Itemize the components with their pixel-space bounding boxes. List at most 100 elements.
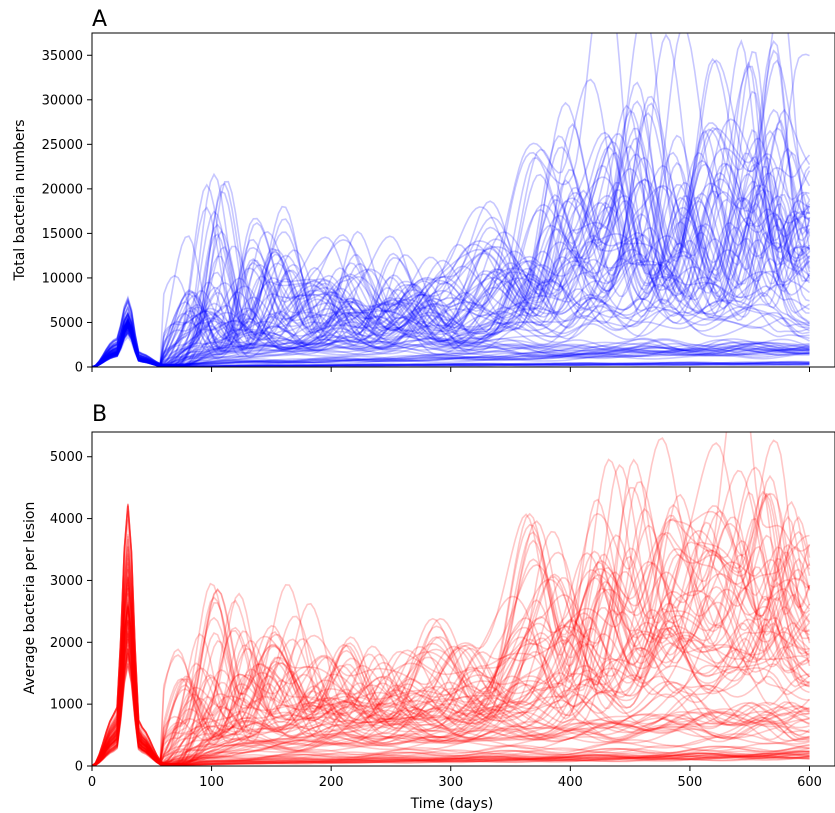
series-line	[92, 305, 810, 367]
series-line	[92, 317, 810, 367]
panel-a-y-axis-label: Total bacteria numbers	[12, 119, 28, 281]
x-tick-label: 500	[678, 775, 703, 790]
series-line	[92, 635, 810, 766]
series-line	[92, 641, 810, 766]
series-line	[92, 663, 810, 766]
series-line	[92, 213, 811, 367]
series-line	[92, 50, 810, 367]
panel-a: A 0 5000 10000 15000 20000 25000 30000 35000 To…	[12, 7, 835, 376]
panel-a-y-ticks: 0 5000 10000 15000 20000 25000 30000 35000	[42, 49, 92, 376]
series-line	[92, 599, 810, 766]
y-tick-label: 15000	[42, 227, 83, 242]
series-line	[92, 620, 810, 766]
series-line	[92, 129, 811, 367]
panel-a-frame	[91, 32, 835, 368]
series-line	[92, 619, 810, 766]
series-line	[92, 585, 810, 766]
series-line	[92, 33, 811, 367]
series-line	[92, 606, 810, 766]
series-line	[92, 617, 810, 766]
y-tick-label: 10000	[42, 271, 83, 286]
y-tick-label: 2000	[50, 636, 83, 651]
series-line	[92, 515, 811, 766]
series-line	[92, 231, 810, 367]
series-line	[92, 621, 810, 766]
series-line	[92, 605, 810, 766]
series-line	[92, 553, 811, 766]
series-line	[92, 638, 810, 766]
series-line	[92, 491, 811, 766]
series-line	[92, 627, 810, 766]
series-line	[92, 547, 811, 766]
series-line	[92, 327, 810, 367]
series-line	[92, 188, 811, 367]
series-line	[92, 104, 811, 367]
series-line	[92, 439, 811, 766]
series-line	[92, 178, 811, 367]
series-line	[92, 637, 810, 766]
series-line	[92, 553, 811, 766]
series-line	[92, 165, 811, 367]
y-tick-label: 5000	[50, 450, 83, 465]
series-line	[92, 616, 810, 766]
series-line	[92, 147, 811, 367]
series-line	[92, 648, 810, 766]
series-line	[92, 490, 810, 766]
series-line	[92, 49, 811, 367]
series-line	[92, 109, 811, 367]
series-line	[92, 329, 810, 367]
series-line	[92, 665, 810, 766]
series-line	[92, 317, 810, 367]
series-line	[92, 593, 811, 766]
panel-b-letter: B	[92, 402, 107, 427]
series-line	[92, 261, 810, 367]
series-line	[92, 493, 811, 766]
series-line	[92, 654, 810, 766]
series-line	[92, 647, 810, 766]
series-line	[92, 588, 811, 766]
series-line	[92, 596, 810, 766]
series-line	[92, 330, 810, 367]
series-line	[92, 492, 811, 766]
series-line	[92, 283, 810, 367]
series-line	[92, 238, 810, 367]
series-line	[92, 432, 811, 766]
series-line	[92, 33, 810, 367]
x-tick-label: 100	[199, 775, 224, 790]
y-tick-label: 1000	[50, 698, 83, 713]
series-line	[92, 498, 810, 766]
series-line	[92, 131, 810, 367]
series-line	[92, 314, 810, 367]
series-line	[92, 90, 810, 367]
series-line	[92, 331, 810, 367]
series-line	[92, 648, 810, 766]
series-line	[92, 557, 811, 766]
series-line	[92, 632, 810, 766]
series-line	[92, 510, 810, 766]
series-line	[92, 305, 810, 367]
series-line	[92, 325, 810, 367]
series-line	[92, 226, 811, 367]
series-line	[92, 57, 811, 367]
series-line	[92, 577, 810, 766]
series-line	[92, 652, 810, 766]
series-line	[92, 61, 810, 367]
series-line	[92, 613, 810, 766]
series-line	[92, 655, 810, 766]
series-line	[92, 493, 810, 766]
series-line	[92, 633, 810, 766]
y-tick-label: 5000	[50, 316, 83, 331]
series-line	[92, 621, 810, 766]
series-line	[92, 162, 810, 367]
series-line	[92, 515, 811, 766]
series-line	[92, 325, 810, 367]
series-line	[92, 626, 810, 766]
x-tick-label: 300	[438, 775, 463, 790]
series-line	[92, 259, 810, 367]
series-line	[92, 319, 810, 367]
series-line	[92, 581, 811, 766]
series-line	[92, 155, 811, 367]
series-line	[92, 315, 810, 367]
series-line	[92, 323, 810, 367]
series-line	[92, 171, 811, 367]
